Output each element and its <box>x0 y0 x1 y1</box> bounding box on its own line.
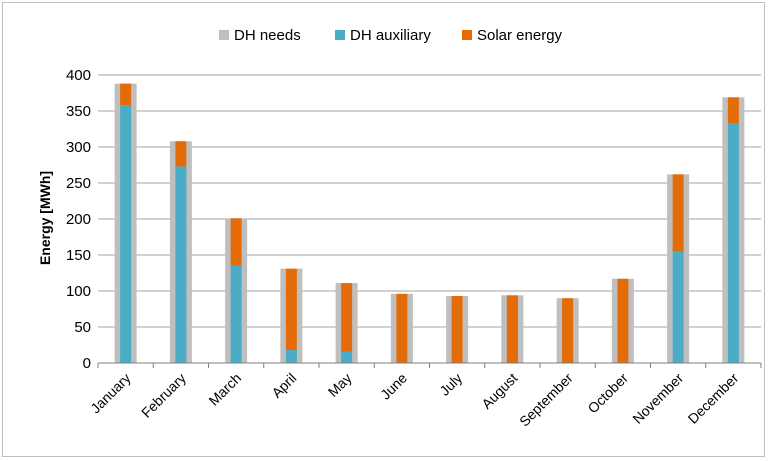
bar-dh-auxiliary <box>285 350 297 363</box>
bar-dh-auxiliary <box>341 351 353 363</box>
y-tick-label: 0 <box>83 355 91 372</box>
bar-solar-energy <box>396 293 408 363</box>
bar-dh-auxiliary <box>230 265 242 363</box>
x-tick-label: March <box>205 370 244 409</box>
x-axis <box>97 362 762 368</box>
legend-label: DH auxiliary <box>350 27 431 44</box>
x-tick-label: April <box>268 370 299 401</box>
x-tick-label: February <box>138 370 189 421</box>
y-tick-label: 250 <box>66 175 91 192</box>
bar-solar-energy <box>506 295 518 363</box>
bar-solar-energy <box>175 141 187 167</box>
gridlines <box>98 74 761 328</box>
bar-dh-auxiliary <box>672 251 684 363</box>
legend-swatch <box>335 30 345 40</box>
x-tick-label: December <box>685 370 742 427</box>
y-axis-ticks: 0 50 100 150 200 250 300 350 400 <box>66 67 91 372</box>
bar-solar-energy <box>617 278 629 363</box>
x-tick-label: July <box>436 370 465 399</box>
y-tick-label: 350 <box>66 103 91 120</box>
x-tick-label: September <box>516 370 576 430</box>
bar-dh-auxiliary <box>175 166 187 363</box>
bar-solar-energy <box>230 218 242 266</box>
x-tick-label: November <box>629 370 686 427</box>
legend-label: DH needs <box>234 27 301 44</box>
legend-label: Solar energy <box>477 27 563 44</box>
bar-solar-energy <box>451 296 463 363</box>
x-tick-label: June <box>377 370 410 403</box>
y-tick-label: 400 <box>66 67 91 84</box>
legend-swatch <box>219 30 229 40</box>
y-tick-label: 150 <box>66 247 91 264</box>
x-tick-label: May <box>325 370 355 400</box>
y-tick-label: 300 <box>66 139 91 156</box>
bar-solar-energy <box>341 283 353 352</box>
y-axis-title: Energy [MWh] <box>37 171 53 265</box>
x-tick-label: January <box>87 370 134 417</box>
x-axis-labels: January February March April May June July Augu… <box>87 370 742 430</box>
legend: DH needs DH auxiliary Solar energy <box>219 27 563 44</box>
bars <box>114 83 745 364</box>
y-tick-label: 100 <box>66 283 91 300</box>
y-tick-label: 200 <box>66 211 91 228</box>
bar-dh-auxiliary <box>120 105 132 364</box>
y-tick-label: 50 <box>74 319 91 336</box>
bar-solar-energy <box>727 97 739 124</box>
bar-solar-energy <box>285 268 297 351</box>
legend-swatch <box>462 30 472 40</box>
bar-solar-energy <box>672 174 684 252</box>
bar-solar-energy <box>562 298 574 363</box>
x-tick-label: October <box>584 370 631 417</box>
x-tick-label: August <box>478 370 520 412</box>
bar-dh-auxiliary <box>727 123 739 364</box>
bar-solar-energy <box>120 83 132 106</box>
